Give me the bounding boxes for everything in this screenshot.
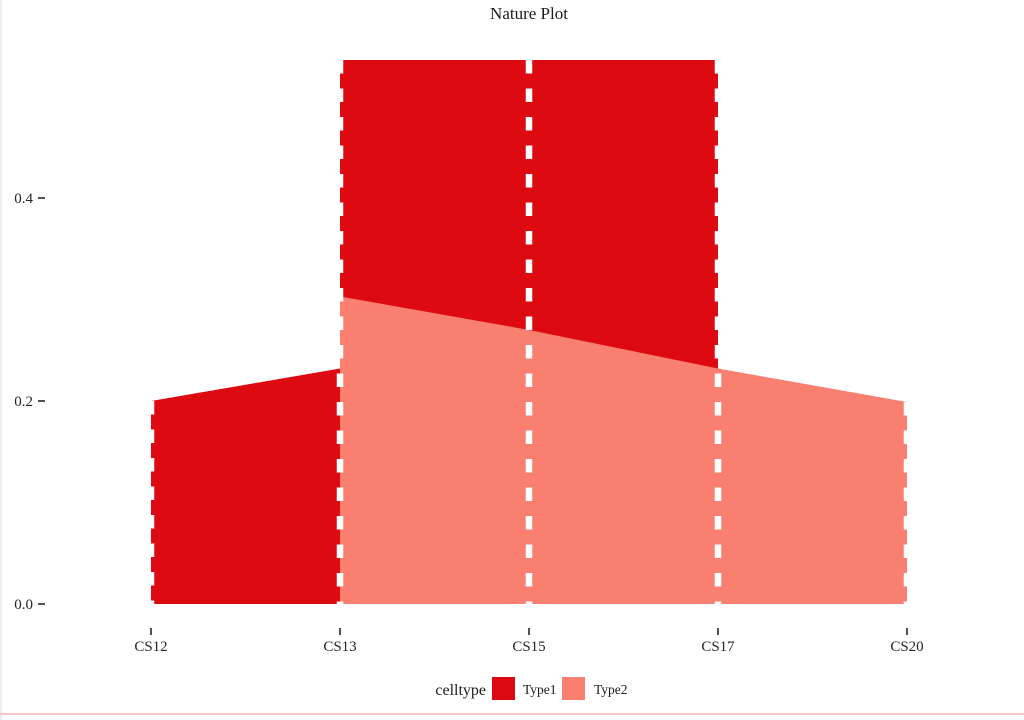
y-tick-label: 0.4: [14, 191, 33, 207]
dashed-guide-lines: [147, 59, 911, 604]
type1-lower-area: [151, 368, 340, 604]
chart-areas: [151, 59, 907, 604]
legend: celltype Type1 Type2: [435, 677, 628, 700]
x-tick-label-CS15: CS15: [512, 639, 545, 655]
x-axis: CS12 CS13 CS15 CS17 CS20: [134, 628, 924, 655]
x-tick-label-CS20: CS20: [890, 639, 923, 655]
x-tick-label-CS17: CS17: [701, 639, 735, 655]
legend-swatch-type2: [562, 677, 585, 700]
legend-swatch-type1: [492, 677, 515, 700]
window-left-edge: [0, 0, 2, 720]
legend-label-type2: Type2: [594, 682, 628, 697]
x-tick-label-CS12: CS12: [134, 639, 167, 655]
y-axis: 0.0 0.2 0.4: [14, 191, 45, 613]
bottom-divider: [0, 713, 1024, 715]
x-tick-label-CS13: CS13: [323, 639, 356, 655]
y-tick-label: 0.0: [14, 597, 33, 613]
legend-label-type1: Type1: [523, 682, 557, 697]
type2-area: [340, 296, 907, 604]
y-tick-label: 0.2: [14, 394, 33, 410]
legend-title: celltype: [435, 682, 486, 699]
chart-title: Nature Plot: [490, 4, 568, 23]
